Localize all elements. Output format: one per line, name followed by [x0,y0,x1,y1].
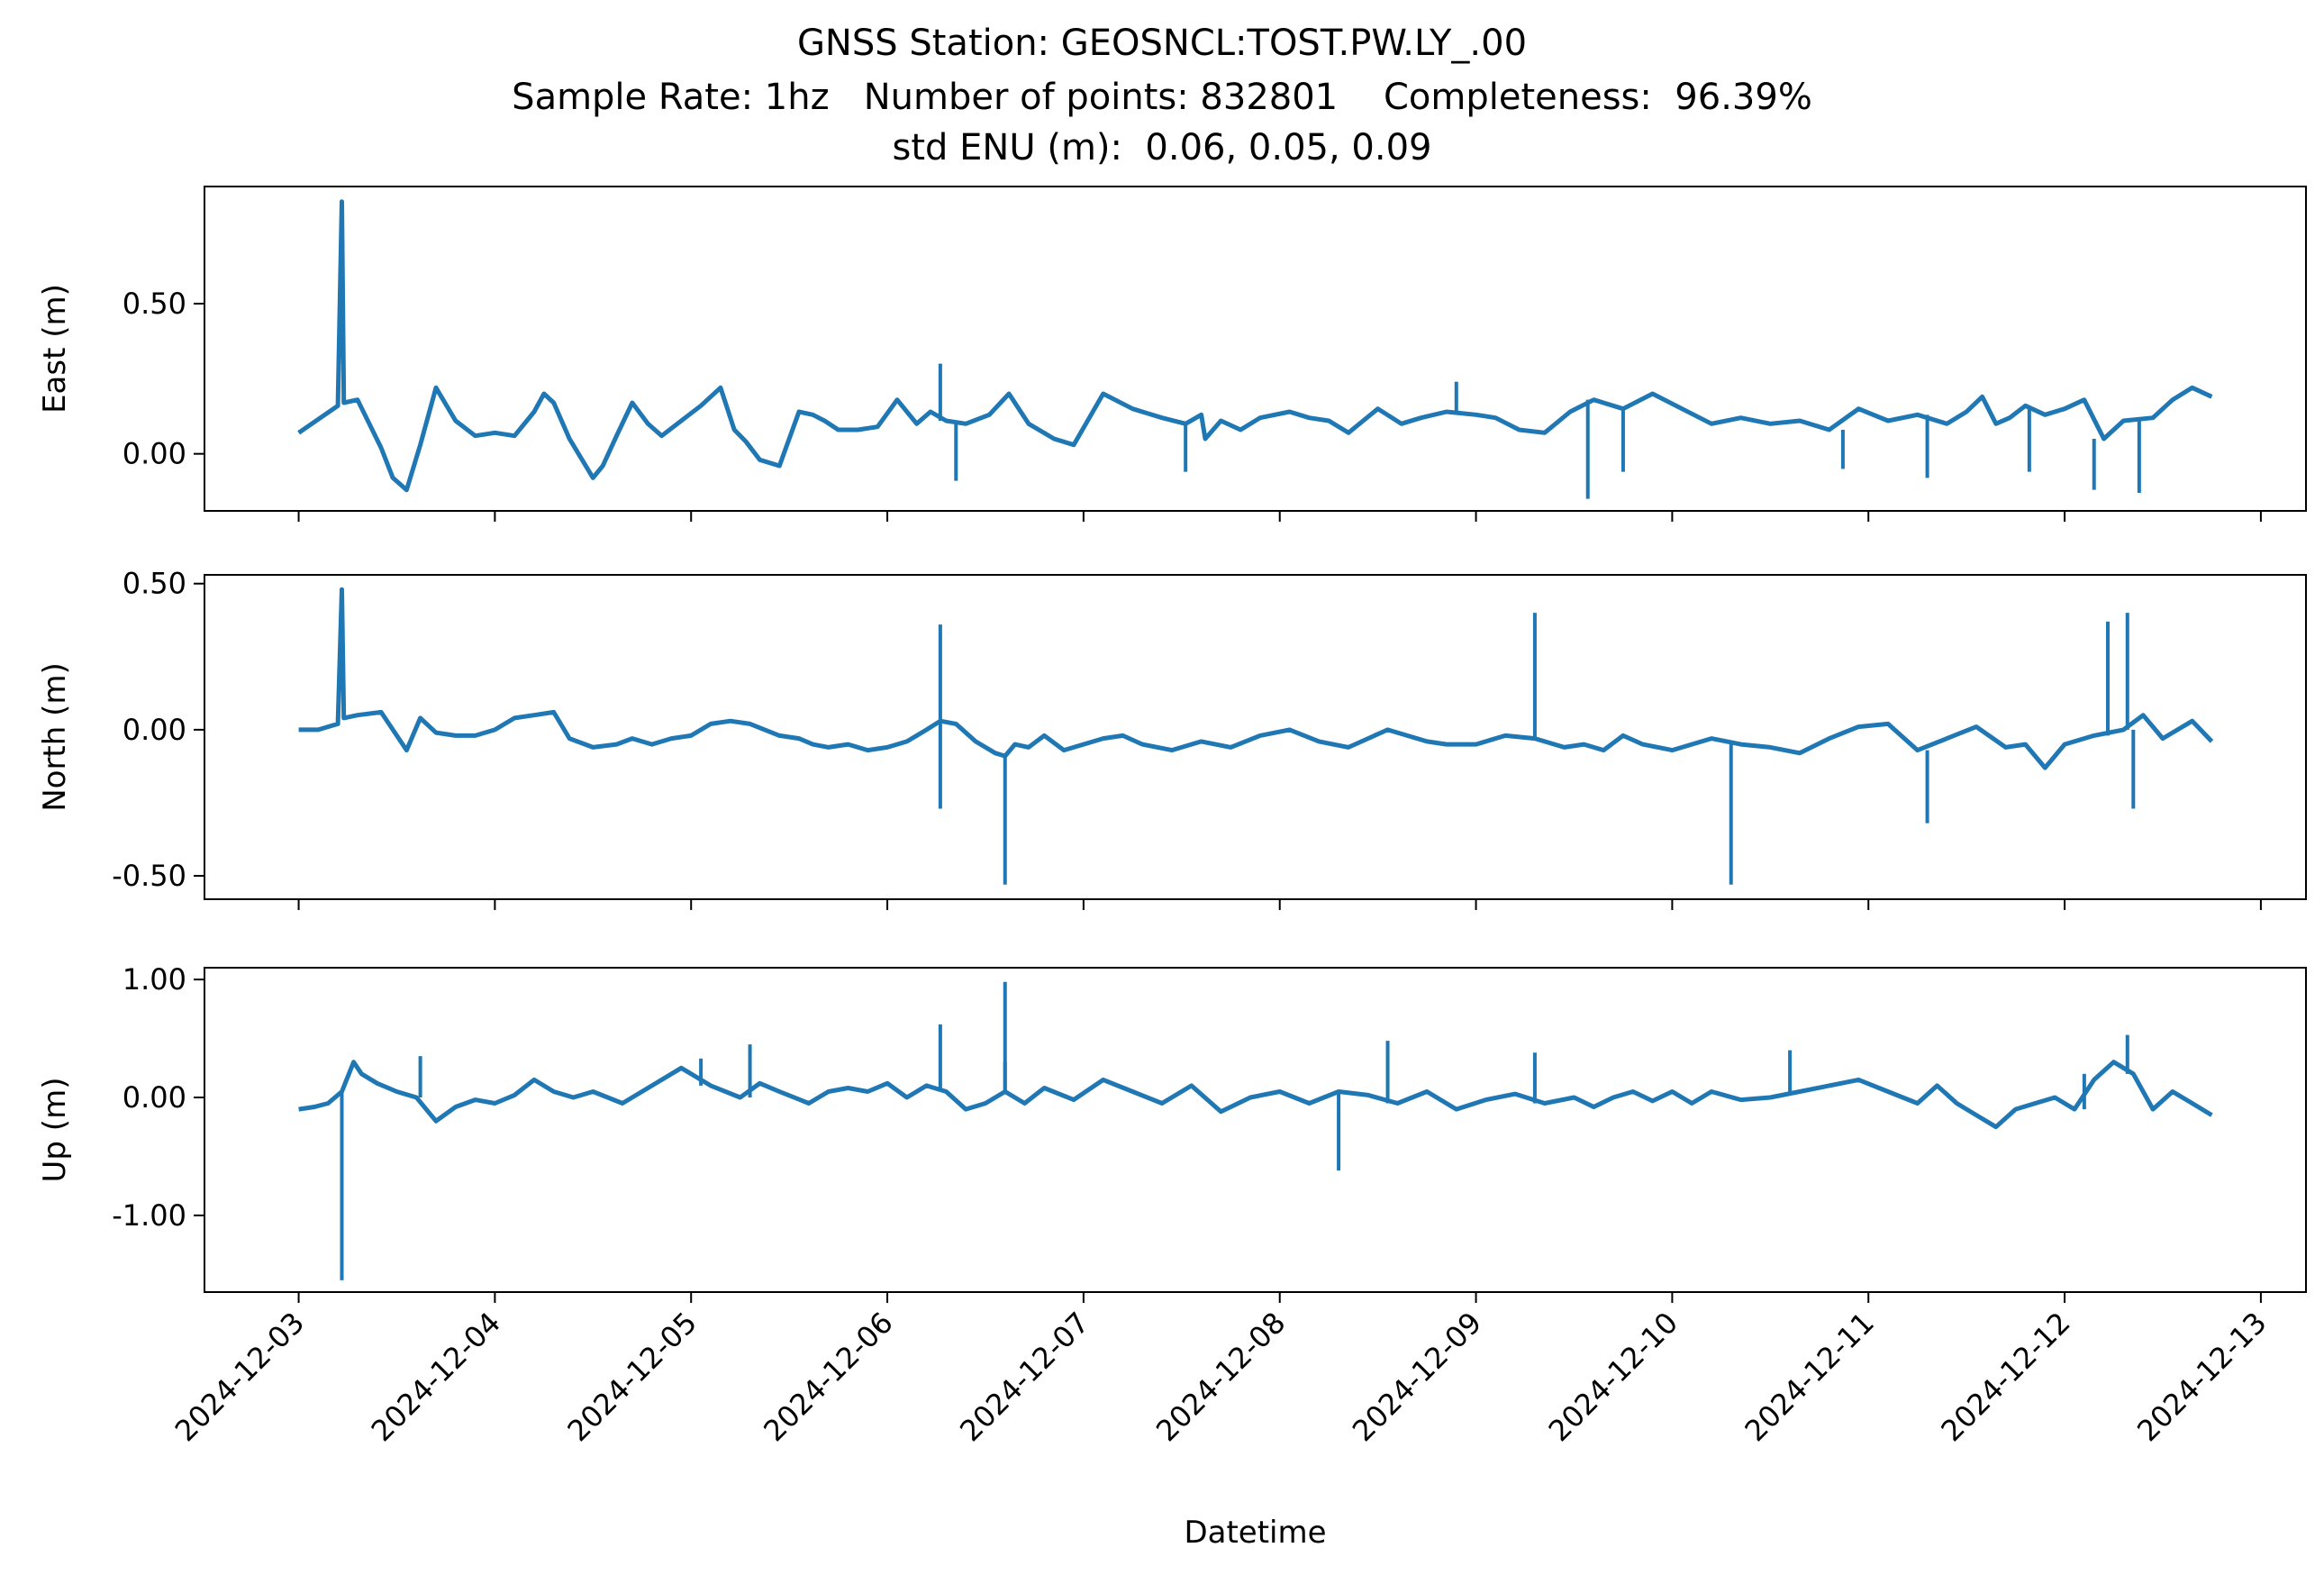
x-tick-label: 2024-12-13 [2130,1306,2273,1448]
axes-frame-east [204,186,2307,512]
x-tick-label: 2024-12-08 [1149,1306,1292,1448]
series-line-east [297,199,2213,493]
chart-title-line-2: Sample Rate: 1hz Number of points: 83280… [512,77,1812,118]
y-tick-label-east: 0.00 [123,437,186,471]
chart-title-line-1: GNSS Station: GEOSNCL:TOST.PW.LY_.00 [796,23,1528,64]
x-tick-label: 2024-12-04 [365,1306,507,1448]
chart-title-line-3: std ENU (m): 0.06, 0.05, 0.09 [892,127,1432,168]
x-tick-label: 2024-12-10 [1542,1306,1684,1448]
axes-frame-up [204,967,2307,1293]
x-tick-label: 2024-12-12 [1934,1306,2076,1448]
y-axis-label-east: East (m) [37,284,73,414]
y-tick-label-east: 0.50 [123,287,186,321]
x-tick-label: 2024-12-03 [168,1306,311,1448]
y-tick-label-north: 0.50 [123,567,186,601]
y-axis-label-up: Up (m) [37,1078,73,1183]
x-tick-label: 2024-12-06 [757,1306,899,1448]
y-tick-label-up: -1.00 [112,1198,186,1233]
y-tick-label-north: -0.50 [112,859,186,893]
y-tick-label-north: 0.00 [123,713,186,747]
series-line-up [298,1060,2213,1130]
y-axis-label-north: North (m) [37,662,73,812]
x-tick-label: 2024-12-07 [953,1306,1095,1448]
x-tick-label: 2024-12-05 [561,1306,704,1448]
x-tick-label: 2024-12-09 [1346,1306,1488,1448]
y-tick-label-up: 0.00 [123,1080,186,1115]
x-axis-label: Datetime [1184,1515,1326,1551]
y-tick-label-up: 1.00 [123,962,186,997]
axes-frame-north [204,574,2307,900]
x-tick-label: 2024-12-11 [1738,1306,1881,1448]
series-line-north [298,587,2214,770]
